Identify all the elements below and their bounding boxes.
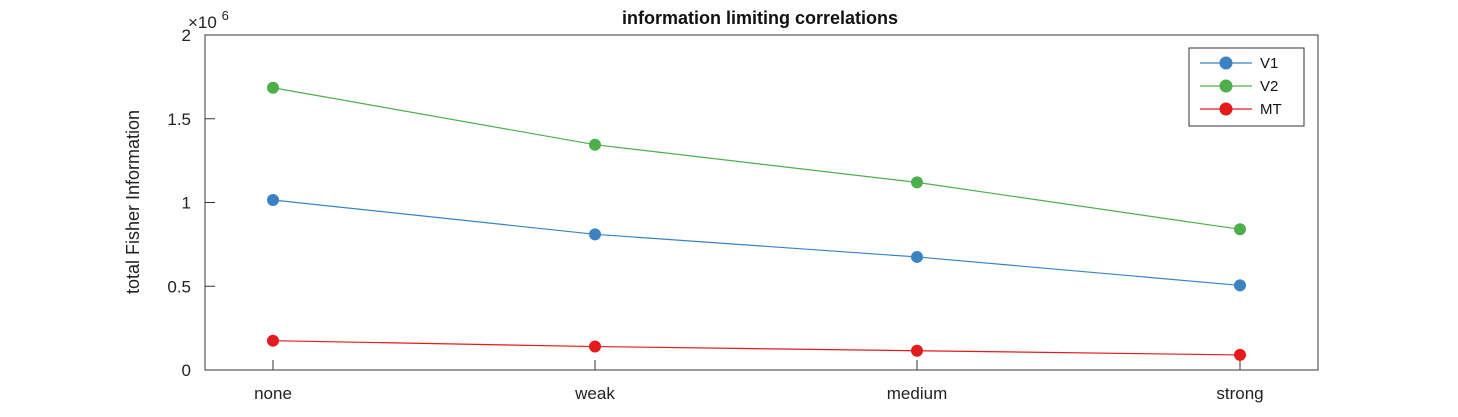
plot-area: [204, 34, 1319, 371]
y-axis-exponent-power: 6: [222, 8, 229, 23]
legend-box: [1188, 47, 1305, 127]
x-axis-tick-label: strong: [1216, 384, 1263, 403]
legend-marker-v1: [1219, 56, 1233, 70]
y-axis-exponent: ×10 6: [188, 8, 229, 32]
data-point-v1: [589, 228, 601, 241]
y-axis-label: total Fisher Information: [123, 110, 143, 294]
y-axis-exponent-base: ×10: [188, 13, 217, 32]
x-axis-tick-label: weak: [574, 384, 615, 403]
data-point-v2: [589, 138, 601, 151]
y-axis-tick-label: 0: [182, 361, 191, 380]
y-axis-tick-label: 1.5: [167, 110, 191, 129]
data-point-mt: [1234, 348, 1246, 361]
data-point-mt: [589, 340, 601, 353]
data-point-mt: [267, 334, 279, 347]
chart-title: information limiting correlations: [622, 8, 898, 28]
legend-label-v1: V1: [1260, 55, 1278, 72]
y-axis-tick-label: 1: [182, 194, 191, 213]
data-point-v2: [267, 81, 279, 94]
legend-label-v2: V2: [1260, 78, 1278, 95]
x-axis-tick-label: none: [254, 384, 292, 403]
y-axis-tick-label: 2: [182, 26, 191, 45]
legend: V1 V2 MT: [1188, 47, 1305, 127]
axes-layer: 0 0.5 1 1.5 2 none weak medium strong: [167, 26, 1263, 403]
series-line-v1: [272, 199, 1241, 287]
data-point-v1: [911, 250, 923, 263]
data-point-v2: [911, 176, 923, 189]
series-line-mt: [272, 340, 1241, 356]
legend-marker-mt: [1219, 102, 1233, 116]
data-point-v1: [1234, 279, 1246, 292]
legend-marker-v2: [1219, 79, 1233, 93]
y-axis-tick-label: 0.5: [167, 277, 191, 296]
data-point-v2: [1234, 223, 1246, 236]
series-line-v2: [272, 87, 1241, 230]
data-point-mt: [911, 344, 923, 357]
data-point-v1: [267, 193, 279, 206]
x-axis-tick-label: medium: [887, 384, 947, 403]
series-layer: [267, 81, 1246, 361]
legend-label-mt: MT: [1260, 101, 1282, 118]
